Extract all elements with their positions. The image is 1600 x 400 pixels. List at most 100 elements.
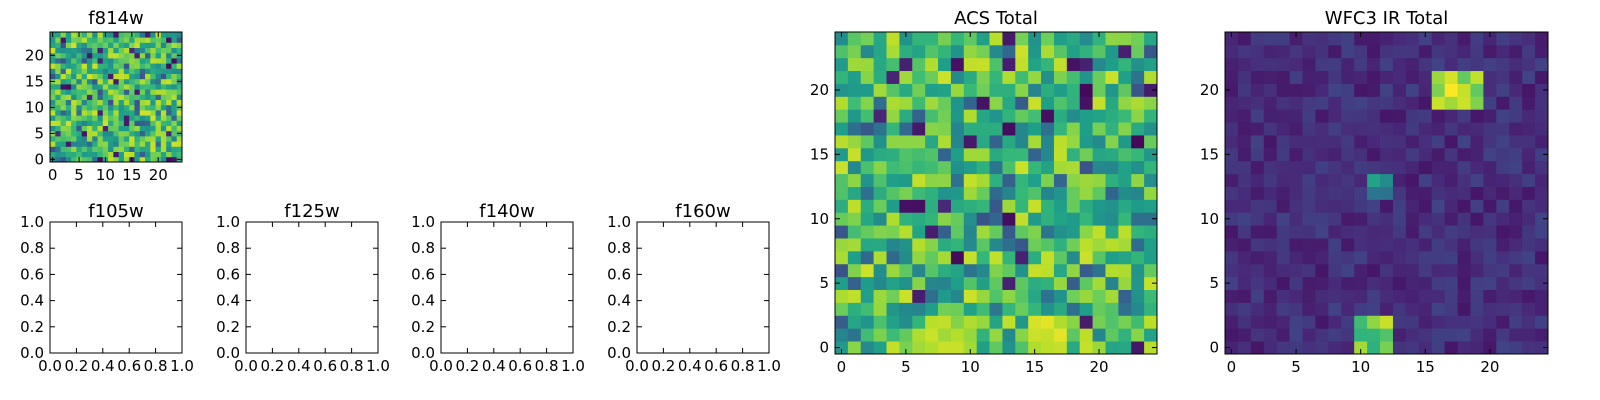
heatmap-cell — [860, 44, 875, 59]
heatmap-cell — [1263, 225, 1278, 239]
heatmap-cell — [65, 63, 72, 69]
heatmap-cell — [1341, 263, 1355, 278]
heatmap-cell — [989, 135, 1003, 149]
heatmap-cell — [1053, 341, 1068, 355]
heatmap-cell — [963, 147, 978, 162]
x-tick-label: 1.0 — [561, 357, 585, 375]
heatmap-cell — [1509, 83, 1523, 97]
heatmap-cell — [925, 212, 939, 226]
heatmap-cell — [1483, 199, 1497, 213]
heatmap-cell — [1289, 289, 1303, 303]
heatmap-cell — [1092, 83, 1106, 97]
heatmap-cell — [1535, 238, 1549, 252]
heatmap-cell — [1066, 341, 1081, 355]
y-tick-label: 5 — [34, 124, 44, 142]
heatmap-cell — [1444, 147, 1458, 162]
heatmap-cell — [171, 32, 178, 38]
heatmap-cell — [1066, 225, 1081, 239]
heatmap-cell — [102, 115, 109, 121]
heatmap-cell — [925, 328, 939, 342]
heatmap-cell — [1522, 302, 1536, 316]
heatmap-cell — [50, 99, 56, 106]
heatmap-cell — [1341, 96, 1355, 110]
heatmap-cell — [50, 84, 56, 90]
heatmap-cell — [963, 276, 978, 290]
heatmap-cell — [176, 84, 183, 90]
heatmap-cell — [912, 83, 926, 97]
heatmap-cell — [835, 135, 849, 149]
heatmap-cell — [976, 160, 990, 175]
heatmap-cell — [1470, 199, 1484, 213]
heatmap-cell — [899, 186, 913, 200]
heatmap-cell — [81, 141, 88, 147]
heatmap-cell — [1041, 328, 1055, 342]
heatmap-cell — [1118, 186, 1132, 200]
heatmap-cell — [97, 151, 104, 158]
heatmap-cell — [97, 136, 104, 142]
heatmap-cell — [1079, 83, 1093, 97]
heatmap-cell — [71, 146, 77, 152]
heatmap-cell — [1341, 315, 1355, 329]
heatmap-cell — [1225, 122, 1239, 136]
heatmap-cell — [963, 57, 978, 72]
heatmap-cell — [1315, 302, 1329, 316]
heatmap-cell — [1302, 83, 1316, 97]
heatmap-cell — [76, 136, 83, 142]
heatmap-cell — [160, 37, 167, 43]
heatmap-cell — [1302, 199, 1316, 213]
heatmap-cell — [899, 199, 913, 213]
heatmap-cell — [1367, 44, 1381, 59]
heatmap-cell — [1431, 32, 1446, 46]
heatmap-cell — [102, 120, 109, 126]
y-tick-label: 0.0 — [216, 344, 240, 362]
heatmap-cell — [899, 315, 913, 329]
heatmap-cell — [1535, 289, 1549, 303]
panel-title: ACS Total — [954, 8, 1038, 29]
heatmap-cell — [134, 110, 141, 116]
heatmap-cell — [171, 89, 178, 95]
heatmap-cell — [129, 94, 135, 100]
heatmap-cell — [1315, 186, 1329, 200]
heatmap-cell — [1250, 328, 1265, 342]
heatmap-cell — [1418, 315, 1433, 329]
heatmap-cell — [1354, 212, 1368, 226]
heatmap-cell — [97, 146, 104, 152]
heatmap-cell — [1066, 32, 1081, 46]
heatmap-cell — [76, 73, 83, 80]
heatmap-cell — [1418, 225, 1433, 239]
heatmap-cell — [1118, 315, 1132, 329]
heatmap-cell — [145, 37, 151, 43]
heatmap-cell — [1496, 147, 1510, 162]
heatmap-cell — [1354, 96, 1368, 110]
heatmap-cell — [1444, 83, 1458, 97]
heatmap-cell — [1392, 341, 1407, 355]
heatmap-cell — [60, 37, 67, 43]
heatmap-cell — [1535, 44, 1549, 59]
heatmap-cell — [166, 141, 172, 147]
heatmap-cell — [989, 70, 1003, 84]
heatmap-cell — [139, 52, 146, 59]
x-tick-label: 0.2 — [260, 357, 284, 375]
heatmap-cell — [1079, 32, 1093, 46]
heatmap-cell — [925, 276, 939, 290]
heatmap-cell — [950, 96, 965, 110]
heatmap-cell — [92, 58, 98, 64]
heatmap-cell — [1522, 32, 1536, 46]
heatmap-cell — [150, 125, 156, 132]
heatmap-cell — [108, 141, 114, 147]
x-tick-label: 0.0 — [38, 357, 62, 375]
heatmap-cell — [1066, 109, 1081, 123]
panel-title: WFC3 IR Total — [1325, 8, 1448, 29]
heatmap-cell — [71, 32, 77, 38]
heatmap-cell — [1535, 122, 1549, 136]
heatmap-cell — [1092, 225, 1106, 239]
heatmap-cell — [102, 89, 109, 95]
heatmap-cell — [97, 32, 104, 38]
heatmap-cell — [86, 84, 93, 90]
heatmap-cell — [1028, 276, 1042, 290]
heatmap-cell — [1028, 83, 1042, 97]
heatmap-cell — [976, 315, 990, 329]
heatmap-cell — [134, 146, 141, 152]
heatmap-cell — [1002, 96, 1016, 110]
